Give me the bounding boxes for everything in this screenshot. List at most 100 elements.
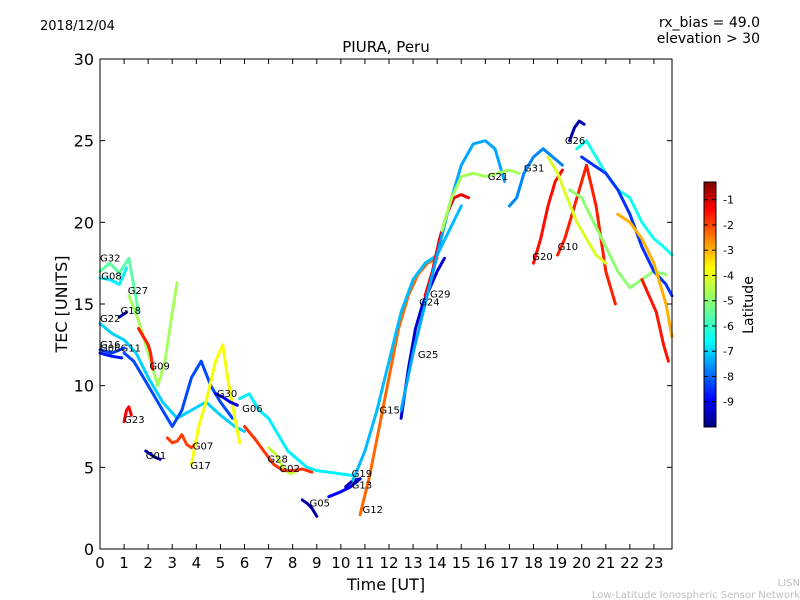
satellite-label: G31 <box>524 164 544 175</box>
satellite-label: G06 <box>242 404 262 415</box>
series-track <box>98 351 124 360</box>
colorbar <box>703 181 717 428</box>
series-track <box>127 281 179 388</box>
series-track <box>532 168 564 265</box>
satellite-label: G28 <box>267 454 287 465</box>
x-tick-label: 6 <box>240 554 250 572</box>
colorbar-tick-label: -5 <box>723 295 734 308</box>
x-tick-label: 20 <box>572 554 591 572</box>
plot-background <box>100 59 672 549</box>
x-tick-label: 12 <box>379 554 398 572</box>
series-track <box>98 266 128 286</box>
x-tick-label: 23 <box>644 554 663 572</box>
y-tick-label: 30 <box>74 50 94 69</box>
series-track <box>616 212 674 339</box>
series-track <box>214 392 239 407</box>
x-tick-label: 0 <box>95 554 105 572</box>
x-tick-label: 1 <box>119 554 129 572</box>
satellite-label: G30 <box>217 389 237 400</box>
elevation-label: elevation > 30 <box>657 31 760 47</box>
series-track <box>98 346 126 355</box>
satellite-label: G22 <box>100 314 120 325</box>
y-tick-label: 5 <box>84 458 94 477</box>
satellite-label: G09 <box>149 361 169 372</box>
x-axis-label: Time [UT] <box>346 575 425 594</box>
colorbar-tick-label: -8 <box>723 370 734 383</box>
series-track <box>568 188 668 290</box>
series-track <box>440 168 521 232</box>
y-tick-label: 10 <box>74 377 94 396</box>
series-track <box>580 155 674 298</box>
colorbar-tick-label: -4 <box>723 269 734 282</box>
satellite-label: G07 <box>193 441 213 452</box>
series-track <box>546 155 608 265</box>
series-track <box>243 425 314 474</box>
x-tick-label: 9 <box>312 554 322 572</box>
satellite-label: G19 <box>352 469 372 480</box>
y-tick-label: 20 <box>74 213 94 232</box>
satellite-label: G13 <box>352 481 372 492</box>
series-track <box>122 351 234 428</box>
plot-area: 0 1 2 3 4 5 6 7 8 9 10 11 12 13 14 15 16 17 18 19 20 21 22 2305… <box>74 50 674 572</box>
series-track <box>300 498 319 518</box>
y-axis-label: TEC [UNITS] <box>52 256 71 354</box>
colorbar-ticks: -1 -2 -3 -4 -5 -6 -7 -8 -9 <box>704 194 734 409</box>
x-tick-label: 18 <box>524 554 543 572</box>
x-tick-label: 5 <box>216 554 226 572</box>
x-tick-label: 17 <box>500 554 519 572</box>
series-track <box>144 449 162 461</box>
series-track <box>267 446 299 476</box>
x-tick-label: 16 <box>476 554 495 572</box>
satellite-label: G15 <box>379 405 399 416</box>
satellite-label: G23 <box>124 415 144 426</box>
x-tick-label: 13 <box>404 554 423 572</box>
satellite-label: G12 <box>363 505 383 516</box>
colorbar-tick-label: -1 <box>723 194 734 207</box>
x-tick-label: 11 <box>355 554 374 572</box>
x-tick-label: 14 <box>428 554 447 572</box>
satellite-label: G29 <box>430 289 450 300</box>
y-tick-label: 0 <box>84 540 94 559</box>
date-label: 2018/12/04 <box>40 19 115 34</box>
colorbar-label: Latitude <box>741 276 757 334</box>
colorbar-tick-label: -7 <box>723 345 734 358</box>
series-track <box>238 392 355 477</box>
series-track <box>122 405 133 424</box>
colorbar-tick-label: -2 <box>723 219 734 232</box>
satellite-label: G10 <box>558 242 578 253</box>
satellite-label: G21 <box>488 172 508 183</box>
satellite-label: G24 <box>419 298 439 309</box>
footer-lisn: LISN <box>778 578 800 589</box>
colorbar-tick-label: -9 <box>723 396 734 409</box>
y-tick-label: 25 <box>74 132 94 151</box>
satellite-label: G17 <box>190 461 210 472</box>
series-track <box>117 310 128 319</box>
colorbar-tick-label: -3 <box>723 244 734 257</box>
satellite-label: G16 <box>100 340 120 351</box>
x-tick-label: 22 <box>620 554 639 572</box>
satellite-label: G02 <box>279 464 299 475</box>
series-track <box>575 139 674 257</box>
footer-network: Low-Latitude Ionospheric Sensor Network <box>592 590 800 600</box>
series-track <box>190 343 242 466</box>
x-tick-label: 15 <box>452 554 471 572</box>
series-track <box>98 256 140 314</box>
series-track <box>568 119 586 143</box>
satellite-label: G06 <box>100 343 120 354</box>
x-tick-label: 7 <box>264 554 274 572</box>
series-track <box>165 433 198 450</box>
satellite-label: G01 <box>146 451 166 462</box>
x-tick-label: 8 <box>288 554 298 572</box>
satellite-label: G05 <box>310 499 330 510</box>
series-track <box>98 322 246 433</box>
y-tick-label: 15 <box>74 295 94 314</box>
chart-title: PIURA, Peru <box>342 38 429 56</box>
x-tick-label: 10 <box>331 554 350 572</box>
satellite-label: G08 <box>101 272 121 283</box>
series-track <box>327 477 362 499</box>
satellite-label: G11 <box>120 343 140 354</box>
rx-bias-label: rx_bias = 49.0 <box>659 15 760 31</box>
colorbar-tick-label: -6 <box>723 320 734 333</box>
satellite-label: G18 <box>120 306 140 317</box>
